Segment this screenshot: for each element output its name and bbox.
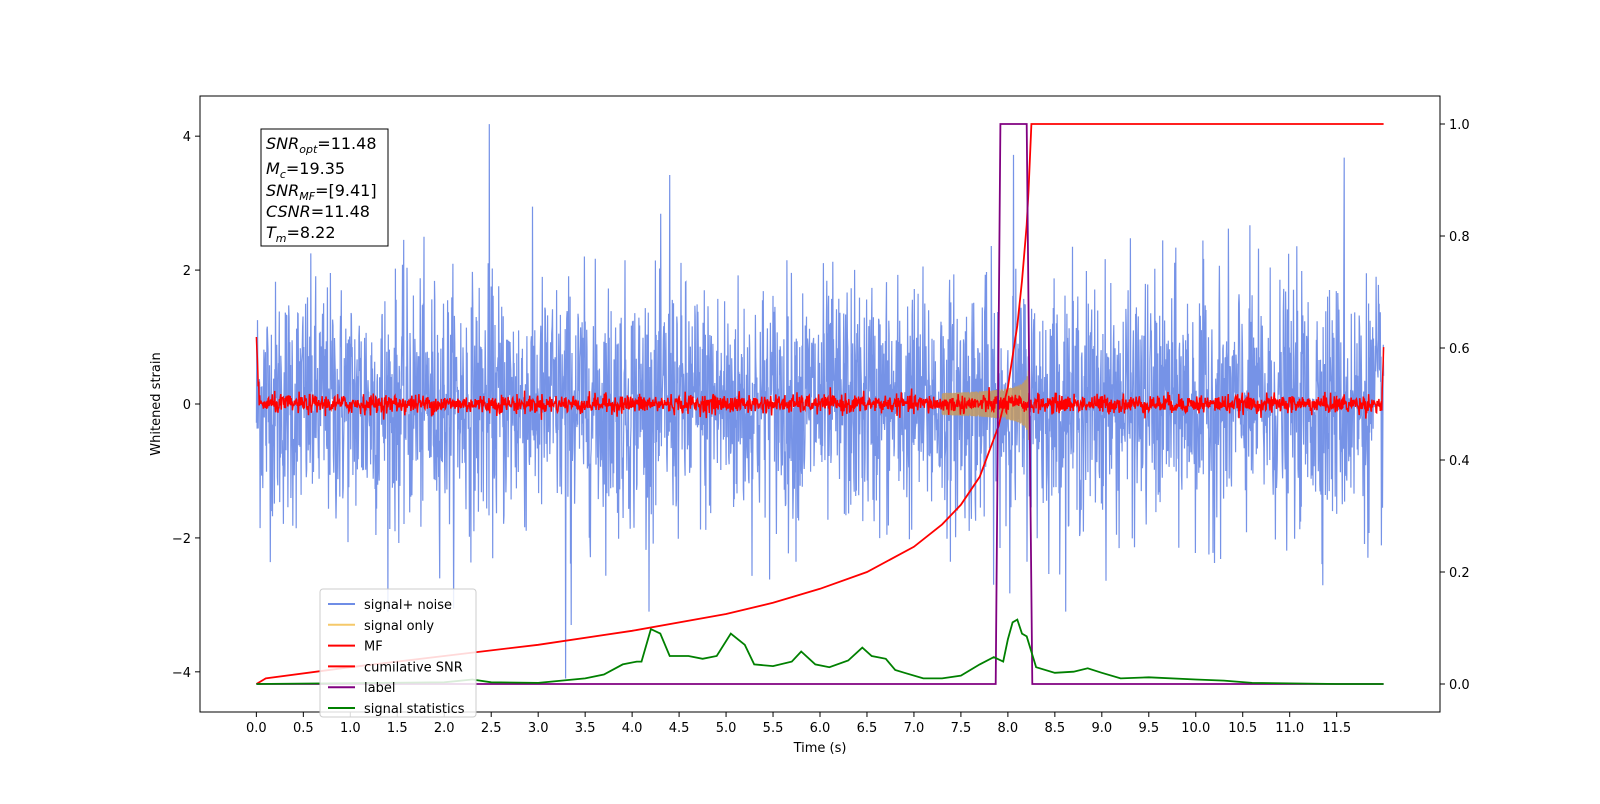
annotation-box: SNRopt=11.48 Mc=19.35 SNRMF=[9.41] CSNR=… (260, 128, 389, 247)
snr-opt-annotation: SNRopt=11.48 (266, 134, 377, 156)
y-right-tick-label: 0.2 (1449, 566, 1470, 581)
x-tick-label: 2.5 (481, 721, 502, 736)
snr-mf-annotation: SNRMF=[9.41] (266, 181, 377, 203)
y-left-tick-label: −2 (172, 532, 191, 547)
x-tick-label: 10.5 (1228, 721, 1257, 736)
x-tick-label: 9.5 (1138, 721, 1159, 736)
x-tick-label: 0.5 (293, 721, 314, 736)
x-tick-label: 6.0 (810, 721, 831, 736)
legend-entry-label: signal+ noise (364, 598, 452, 613)
legend-entry-label: label (364, 681, 395, 696)
x-tick-label: 6.5 (857, 721, 878, 736)
series-mf (255, 336, 1385, 420)
legend-entry-label: cumilative SNR (364, 660, 463, 675)
legend: signal+ noise signal only MF cumilative SNR… (319, 588, 477, 718)
series-signal-statistics (256, 618, 1384, 685)
y-left-tick-label: 4 (183, 130, 191, 145)
x-tick-label: 1.5 (387, 721, 408, 736)
y-right-tick-label: 0.6 (1449, 342, 1470, 357)
x-tick-label: 0.0 (246, 721, 267, 736)
x-tick-label: 10.0 (1181, 721, 1210, 736)
x-tick-label: 7.5 (951, 721, 972, 736)
y-right-tick-label: 1.0 (1449, 118, 1470, 133)
x-tick-label: 4.0 (622, 721, 643, 736)
tm-value: 8.22 (300, 223, 336, 242)
legend-entry-label: signal only (364, 619, 434, 634)
x-tick-label: 11.5 (1322, 721, 1351, 736)
x-tick-label: 9.0 (1091, 721, 1112, 736)
x-tick-label: 8.5 (1045, 721, 1066, 736)
series-cumulative-snr (255, 123, 1384, 685)
csnr-annotation: CSNR=11.48 (266, 202, 370, 221)
y-right-tick-label: 0.8 (1449, 230, 1470, 245)
x-tick-label: 2.0 (434, 721, 455, 736)
x-axis-label: Time (s) (793, 741, 847, 756)
x-tick-label: 3.0 (528, 721, 549, 736)
legend-entry-label: signal statistics (364, 702, 465, 717)
csnr-value: 11.48 (324, 202, 370, 221)
y-axis-label: Whitened strain (149, 352, 164, 455)
mc-annotation: Mc=19.35 (266, 159, 345, 181)
y-right-tick-label: 0.4 (1449, 454, 1470, 469)
y-left-tick-label: −4 (172, 666, 191, 681)
series-layer (255, 123, 1385, 685)
snr-opt-value: 11.48 (331, 134, 377, 153)
x-tick-label: 5.0 (716, 721, 737, 736)
x-tick-label: 8.0 (998, 721, 1019, 736)
x-tick-label: 1.0 (340, 721, 361, 736)
series-label (256, 123, 1384, 685)
mc-value: 19.35 (299, 159, 345, 178)
y-left-tick-label: 2 (183, 264, 191, 279)
tm-annotation: Tm=8.22 (266, 223, 336, 245)
snr-mf-value: [9.41] (328, 181, 376, 200)
legend-entry-label: MF (364, 640, 383, 655)
x-tick-label: 5.5 (763, 721, 784, 736)
y-right-tick-label: 0.0 (1449, 678, 1470, 693)
y-left-tick-label: 0 (183, 398, 191, 413)
ticks-layer: 0.0 0.5 1.0 1.5 2.0 2.5 3.0 3.5 4.0 4.5 5.0 5.5 6.0 6… (172, 118, 1470, 736)
x-tick-label: 4.5 (669, 721, 690, 736)
x-tick-label: 11.0 (1275, 721, 1304, 736)
x-tick-label: 3.5 (575, 721, 596, 736)
x-tick-label: 7.0 (904, 721, 925, 736)
